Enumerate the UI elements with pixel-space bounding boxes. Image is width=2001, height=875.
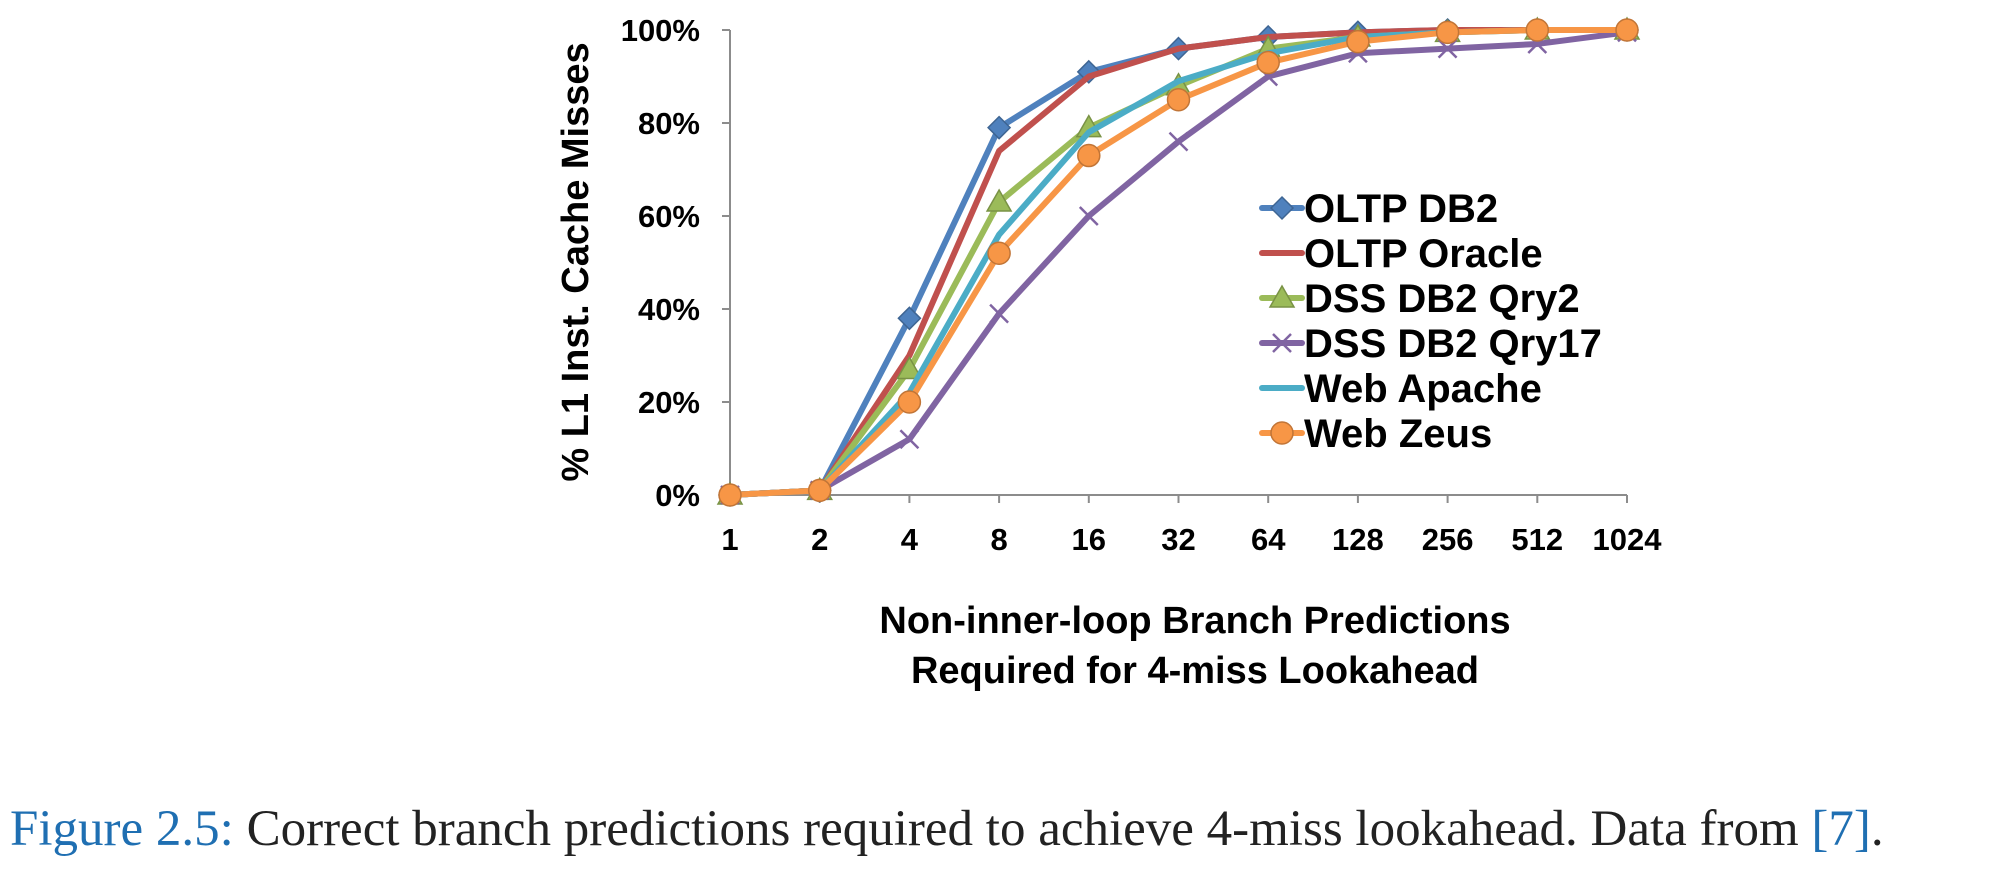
legend-label: DSS DB2 Qry2 [1304, 277, 1580, 321]
caption-end: . [1870, 801, 1884, 857]
x-marker-stroke [989, 303, 1009, 324]
data-point-circle [807, 478, 832, 503]
x-tick-label: 1024 [1593, 522, 1663, 557]
data-point-circle [1525, 18, 1550, 42]
legend-label: OLTP Oracle [1304, 232, 1543, 276]
data-point-diamond [987, 115, 1012, 140]
x-tick-label: 32 [1161, 522, 1195, 557]
data-point-circle [1346, 29, 1370, 54]
legend-item: Web Zeus [1259, 412, 1492, 456]
legend-item: OLTP Oracle [1259, 232, 1543, 276]
data-point-circle [1615, 18, 1639, 42]
data-point-x [989, 303, 1009, 324]
y-tick-label: 100% [621, 13, 700, 48]
x-tick-label: 64 [1251, 522, 1286, 557]
legend-item: DSS DB2 Qry17 [1259, 322, 1602, 366]
x-axis-title-line-1: Non-inner-loop Branch Predictions [879, 600, 1510, 642]
data-point-circle [1077, 143, 1101, 168]
x-tick-label: 256 [1422, 522, 1474, 557]
data-point-circle [1166, 88, 1191, 112]
legend-item: Web Apache [1259, 367, 1542, 411]
legend-label: OLTP DB2 [1304, 187, 1498, 231]
x-tick-label: 1 [721, 522, 738, 557]
legend-swatch-marker [1272, 333, 1292, 353]
legend-swatch-marker [1270, 421, 1294, 445]
x-marker-stroke [1272, 333, 1292, 353]
x-marker-stroke [1078, 206, 1099, 226]
y-axis-title: % L1 Inst. Cache Misses [555, 42, 597, 481]
y-axis: 0% 20% 40% 60% 80% 100% [621, 13, 731, 513]
data-point-circle [897, 390, 922, 414]
legend-swatch-marker [1269, 195, 1295, 221]
x-marker-stroke [899, 429, 920, 450]
y-tick-label: 40% [638, 292, 700, 327]
x-tick-label: 512 [1511, 522, 1563, 557]
x-axis: 1 2 4 8 16 32 64 128 256 512 1024 [721, 494, 1663, 557]
legend-swatch-marker [1268, 284, 1296, 308]
data-point-circle [718, 483, 742, 507]
data-point-circle [1256, 50, 1280, 75]
y-tick-label: 0% [655, 478, 700, 513]
legend-label: Web Zeus [1304, 412, 1492, 456]
y-tick-label: 20% [638, 385, 700, 420]
data-point-circle [987, 241, 1011, 265]
y-tick-label: 80% [638, 106, 700, 141]
legend-item: DSS DB2 Qry2 [1259, 277, 1580, 321]
x-marker-stroke [1437, 38, 1458, 59]
x-tick-label: 16 [1072, 522, 1106, 557]
data-point-x [1168, 131, 1189, 152]
x-tick-label: 4 [901, 522, 919, 557]
data-point-x [1078, 206, 1099, 226]
series-layer [716, 16, 1641, 508]
data-point-diamond [897, 306, 922, 331]
data-point-triangle [985, 188, 1013, 212]
legend-label: Web Apache [1304, 367, 1542, 411]
caption-reference-link[interactable]: [7] [1811, 801, 1871, 857]
figure-caption: Figure 2.5: Correct branch predictions r… [10, 800, 2000, 858]
data-point-x [1437, 38, 1458, 59]
legend-label: DSS DB2 Qry17 [1304, 322, 1602, 366]
data-point-circle [1435, 20, 1460, 45]
y-tick-label: 60% [638, 199, 700, 234]
data-point-x [899, 429, 920, 450]
x-tick-label: 128 [1332, 522, 1384, 557]
caption-label: Figure 2.5: [10, 801, 234, 857]
legend-item: OLTP DB2 [1259, 187, 1498, 231]
x-axis-title-line-2: Required for 4-miss Lookahead [911, 650, 1479, 692]
caption-text: Correct branch predictions required to a… [233, 801, 1812, 857]
series-web-zeus [718, 18, 1639, 507]
data-point-triangle [896, 355, 923, 380]
x-tick-label: 2 [811, 522, 828, 557]
x-marker-stroke [1168, 131, 1189, 152]
x-tick-label: 8 [990, 522, 1007, 557]
